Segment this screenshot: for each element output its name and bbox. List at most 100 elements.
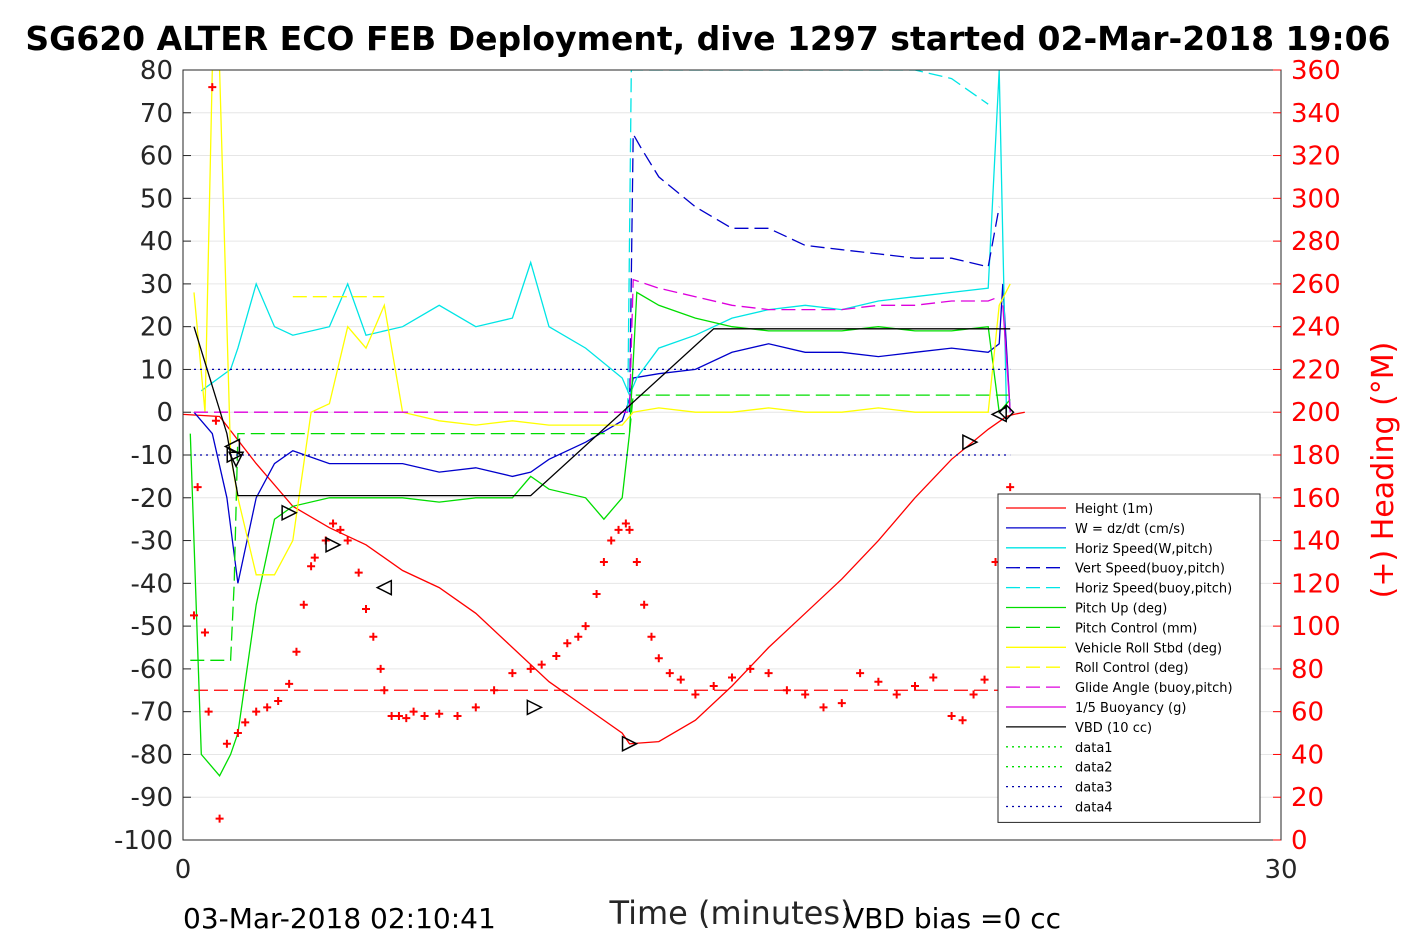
heading-point (310, 553, 319, 562)
heading-point (263, 703, 272, 712)
y-right-tick-label: 160 (1291, 484, 1341, 514)
heading-point (746, 664, 755, 673)
heading-point (329, 519, 338, 528)
heading-point (911, 682, 919, 690)
triangle-marker (621, 735, 639, 752)
series-layer (183, 70, 1025, 823)
heading-point (402, 714, 411, 723)
heading-point (208, 83, 217, 92)
triangle-marker (998, 404, 1015, 421)
legend-label: Height (1m) (1075, 502, 1153, 517)
y-right-tick-label: 320 (1291, 142, 1341, 172)
heading-point (647, 632, 656, 641)
y-tick-label: 50 (140, 184, 173, 214)
heading-point (691, 690, 700, 699)
heading-point (369, 632, 378, 641)
legend: Height (1m) W = dz/dt (cm/s) Horiz Speed(W… (997, 493, 1261, 823)
heading-point (614, 525, 623, 534)
heading-point (621, 519, 630, 528)
heading-point (211, 416, 220, 425)
series-line-9 (194, 278, 1000, 413)
triangle-marker (526, 699, 544, 716)
y-right-tick-label: 260 (1291, 270, 1341, 300)
y-tick-label: -100 (114, 826, 173, 856)
heading-point (307, 562, 316, 571)
heading-point (193, 483, 202, 492)
legend-label: Pitch Control (mm) (1075, 621, 1197, 636)
heading-point (299, 600, 308, 609)
heading-point (665, 669, 674, 678)
y-right-tick-label: 140 (1291, 527, 1341, 557)
series-line-1 (193, 283, 1011, 584)
legend-label: data1 (1075, 741, 1113, 756)
heading-point (376, 664, 385, 673)
series-line-5 (189, 291, 1011, 777)
y-right-tick-label: 100 (1291, 612, 1341, 642)
heading-point (200, 628, 209, 637)
y-tick-label: -20 (131, 484, 173, 514)
y-right-tick-label: 340 (1291, 99, 1341, 129)
heading-point (204, 707, 213, 716)
y-right-tick-label: 80 (1291, 655, 1324, 685)
y-right-tick-label: 280 (1291, 227, 1341, 257)
y-tick-label: -60 (131, 655, 173, 685)
legend-label: Roll Control (deg) (1075, 661, 1189, 676)
heading-point (709, 682, 718, 690)
y-right-tick-label: 0 (1291, 826, 1308, 856)
heading-point (892, 690, 901, 699)
legend-label: data3 (1075, 781, 1113, 796)
y-right-tick-label: 120 (1291, 569, 1341, 599)
legend-label: data2 (1075, 761, 1113, 776)
heading-point (980, 675, 989, 684)
heading-point (728, 673, 736, 682)
heading-point (343, 536, 352, 545)
y-right-tick-label: 40 (1291, 740, 1324, 770)
heading-point (387, 711, 396, 720)
y-right-tick-label: 220 (1291, 355, 1341, 385)
heading-point (222, 739, 231, 748)
legend-label: Vert Speed(buoy,pitch) (1075, 562, 1225, 577)
heading-point (607, 536, 616, 545)
heading-point (837, 699, 846, 708)
heading-point (640, 600, 649, 609)
heading-point (537, 660, 546, 669)
heading-point (354, 568, 363, 577)
legend-label: 1/5 Buoyancy (g) (1075, 701, 1186, 716)
triangle-marker (281, 504, 298, 521)
legend-label: data4 (1075, 801, 1113, 816)
y-axis-right-label: (+) Heading (°M) (1366, 342, 1401, 599)
x-tick-label: 0 (175, 855, 192, 885)
heading-point (490, 686, 499, 695)
y-tick-label: -80 (131, 740, 173, 770)
heading-point (233, 729, 242, 738)
heading-point (874, 677, 883, 686)
heading-point (362, 605, 370, 613)
y-right-tick-label: 60 (1291, 698, 1324, 728)
y-right-tick-label: 240 (1291, 313, 1341, 343)
series-line-6 (190, 394, 1011, 661)
triangle-marker (962, 433, 979, 451)
triangle-marker (990, 406, 1007, 423)
heading-point (654, 654, 663, 663)
heading-point (1006, 483, 1015, 492)
legend-label: W = dz/dt (cm/s) (1075, 522, 1185, 537)
legend-box (997, 493, 1261, 823)
heading-point (632, 557, 641, 566)
chart-title: SG620 ALTER ECO FEB Deployment, dive 129… (25, 19, 1390, 58)
heading-point (252, 707, 261, 716)
heading-point (563, 639, 572, 648)
y-tick-label: 30 (140, 270, 173, 300)
heading-point (552, 652, 561, 661)
y-tick-label: 10 (140, 355, 173, 385)
series-line-10 (1002, 305, 1011, 413)
heading-point (819, 703, 828, 712)
y-tick-label: 0 (156, 398, 173, 428)
series-line-2 (200, 70, 1008, 413)
y-tick-label: 80 (140, 56, 173, 86)
y-right-tick-label: 180 (1291, 441, 1341, 471)
legend-label: Horiz Speed(W,pitch) (1075, 542, 1213, 557)
heading-point (215, 814, 224, 823)
legend-label: Horiz Speed(buoy,pitch) (1075, 582, 1232, 597)
heading-point (394, 711, 403, 720)
